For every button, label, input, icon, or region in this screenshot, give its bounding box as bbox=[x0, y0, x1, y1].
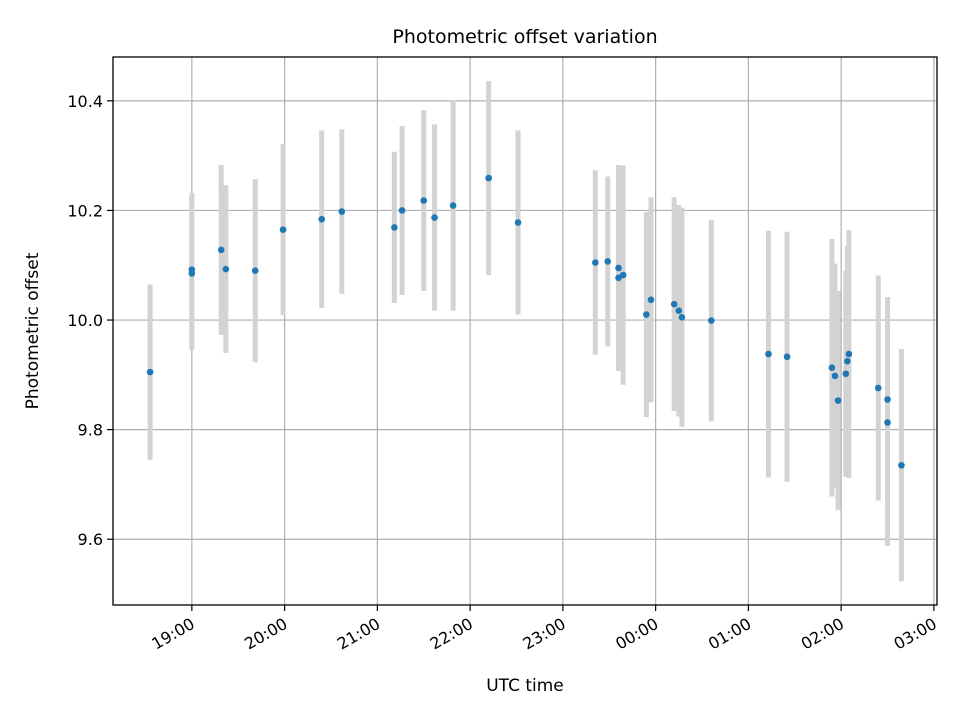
data-point bbox=[279, 226, 287, 233]
y-axis-label: Photometric offset bbox=[23, 252, 43, 409]
y-tick-label: 10.4 bbox=[67, 92, 103, 111]
data-point bbox=[420, 197, 428, 204]
data-point bbox=[604, 258, 612, 265]
data-point bbox=[318, 215, 326, 223]
plot-area bbox=[113, 57, 937, 605]
y-tick-label: 9.6 bbox=[78, 530, 103, 549]
data-point bbox=[834, 397, 842, 404]
data-point bbox=[765, 350, 772, 358]
data-point bbox=[643, 311, 650, 318]
data-point bbox=[675, 307, 683, 315]
y-axis-ticks: 9.6 9.8 10.0 10.2 10.4 bbox=[67, 92, 113, 549]
grid bbox=[113, 57, 937, 605]
data-point bbox=[884, 396, 891, 403]
data-point bbox=[783, 353, 791, 361]
data-point bbox=[615, 264, 622, 272]
data-point bbox=[842, 370, 850, 378]
data-point bbox=[251, 267, 259, 275]
data-point bbox=[485, 174, 492, 182]
y-tick-label: 10.0 bbox=[67, 311, 103, 330]
plot-frame bbox=[112, 56, 938, 606]
y-tick-label: 10.2 bbox=[67, 201, 103, 220]
x-axis-label: UTC time bbox=[486, 676, 564, 696]
data-point bbox=[188, 270, 196, 277]
data-point bbox=[678, 314, 686, 321]
data-point bbox=[828, 364, 836, 372]
data-point bbox=[707, 317, 715, 324]
chart-title: Photometric offset variation bbox=[392, 26, 657, 48]
data-points bbox=[146, 174, 905, 469]
data-point bbox=[146, 368, 154, 376]
data-point bbox=[884, 419, 891, 426]
data-point bbox=[514, 219, 522, 226]
data-point bbox=[874, 384, 882, 392]
y-tick-label: 9.8 bbox=[78, 421, 103, 440]
data-point bbox=[592, 259, 599, 266]
data-point bbox=[670, 300, 678, 308]
data-point bbox=[449, 202, 457, 209]
data-point bbox=[338, 208, 346, 215]
data-point bbox=[619, 271, 627, 279]
data-point bbox=[431, 214, 438, 221]
data-point bbox=[217, 246, 225, 254]
data-point bbox=[398, 207, 406, 214]
data-point bbox=[647, 296, 655, 304]
data-point bbox=[222, 265, 230, 273]
data-point bbox=[391, 224, 398, 231]
data-point bbox=[898, 461, 905, 469]
data-point bbox=[845, 350, 853, 358]
data-point bbox=[831, 372, 839, 380]
data-point bbox=[844, 357, 851, 365]
